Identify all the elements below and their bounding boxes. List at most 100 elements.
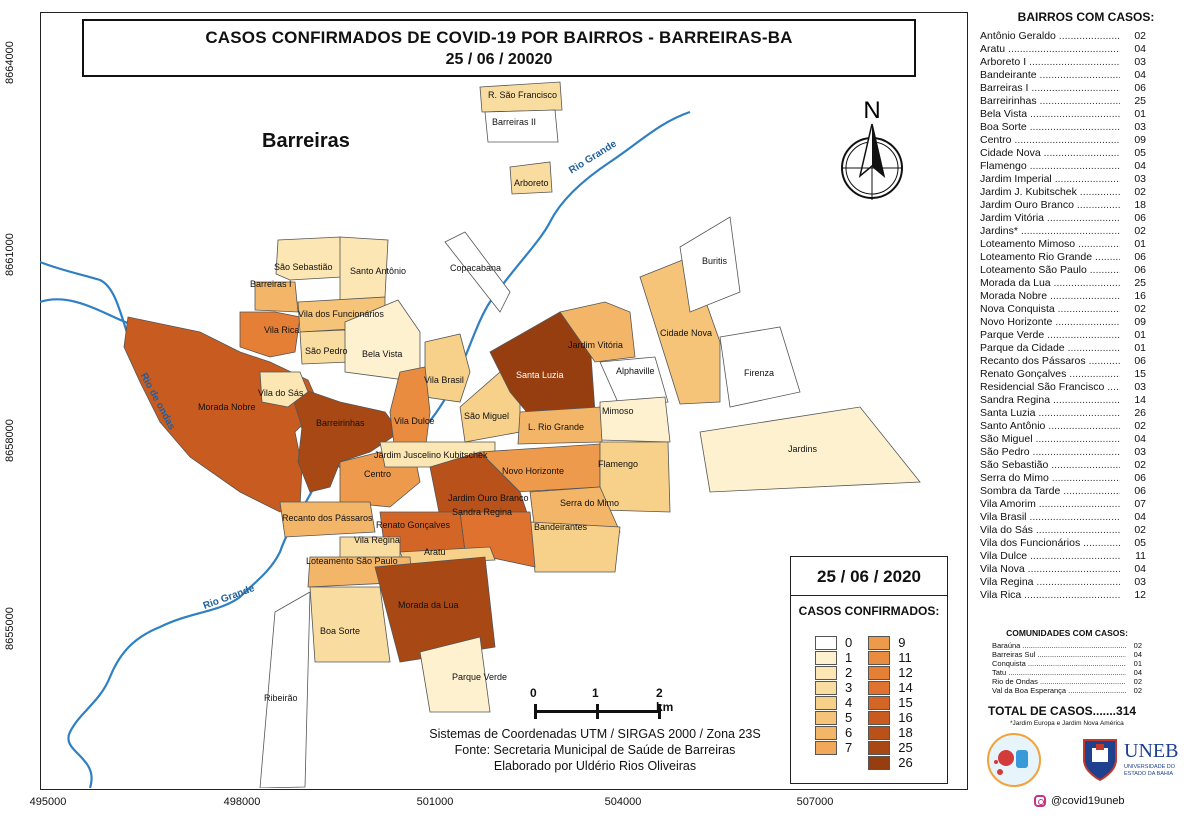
sidebar-list-item: Vila Nova 04: [980, 563, 1192, 576]
legend-item: 1: [815, 650, 852, 665]
label-novo-horizonte: Novo Horizonte: [502, 466, 565, 476]
label-santo-antonio: Santo Antônio: [350, 266, 407, 276]
sidebar-list-item: Antônio Geraldo 02: [980, 30, 1192, 43]
sidebar-item-value: 02: [1134, 420, 1146, 432]
sidebar-item-name: Antônio Geraldo: [980, 30, 1120, 43]
sidebar-item-value: 15: [1134, 368, 1146, 380]
legend-item: 4: [815, 695, 852, 710]
sidebar-list-item: Loteamento Mimoso 01: [980, 238, 1192, 251]
sidebar-item-value: 09: [1134, 134, 1146, 146]
sidebar-item-name: São Pedro: [980, 446, 1120, 459]
sidebar-item-name: Jardim Vitória: [980, 212, 1120, 225]
area-alphaville: [599, 356, 669, 408]
legend-date: 25 / 06 / 2020: [791, 557, 947, 596]
sidebar-item-name: Jardim J. Kubitschek: [980, 186, 1120, 199]
legend-col-1: 0 1 2 3 4 5 6 7: [815, 635, 852, 770]
scale-bar: 0 1 2 km: [530, 686, 673, 726]
x-tick-507000: 507000: [796, 796, 834, 808]
sidebar-item-name: Renato Gonçalves: [980, 368, 1120, 381]
community-value: 02: [1133, 641, 1142, 650]
label-sao-pedro: São Pedro: [305, 346, 348, 356]
sidebar-item-name: Sandra Regina: [980, 394, 1120, 407]
sidebar-item-value: 04: [1134, 69, 1146, 81]
sidebar-list-item: Jardins* 02: [980, 225, 1192, 238]
sidebar-item-name: Vila dos Funcionários: [980, 537, 1120, 550]
area-vila-rica: [239, 311, 301, 358]
sidebar-list-item: Boa Sorte 03: [980, 121, 1192, 134]
community-list-item: Conquista 01: [992, 659, 1142, 668]
sidebar-list-item: São Pedro 03: [980, 446, 1192, 459]
legend-swatch: [868, 725, 891, 740]
legend-swatch: [815, 740, 837, 755]
y-tick-8661000: 8661000: [4, 233, 16, 276]
sidebar-item-value: 11: [1135, 550, 1146, 562]
area-jardins: [699, 406, 921, 493]
legend-swatch: [815, 635, 837, 650]
sidebar-item-value: 04: [1134, 563, 1146, 575]
sidebar-item-name: Sombra da Tarde: [980, 485, 1120, 498]
sidebar-list-item: Jardim Vitória 06: [980, 212, 1192, 225]
instagram-handle[interactable]: @covid19uneb: [1034, 795, 1125, 807]
sidebar-item-name: Loteamento Mimoso: [980, 238, 1120, 251]
credit-coords: Sistemas de Coordenadas UTM / SIRGAS 200…: [429, 727, 761, 741]
sidebar-item-name: Loteamento Rio Grande: [980, 251, 1120, 264]
label-mimoso: Mimoso: [602, 406, 634, 416]
sidebar-item-value: 04: [1134, 160, 1146, 172]
sidebar-list-item: Sandra Regina 14: [980, 394, 1192, 407]
sidebar-item-name: Morada da Lua: [980, 277, 1120, 290]
sidebar-item-value: 02: [1134, 303, 1146, 315]
sidebar-list-item: Vila Rica 12: [980, 589, 1192, 602]
sidebar-item-value: 02: [1134, 30, 1146, 42]
sidebar-item-name: Vila Regina: [980, 576, 1120, 589]
y-tick-8664000: 8664000: [4, 41, 16, 84]
area-jardim-vitoria: [559, 301, 636, 363]
community-value: 02: [1133, 677, 1142, 686]
area-parque-verde: [419, 636, 491, 713]
north-label: N: [863, 97, 880, 124]
legend-swatch: [815, 710, 837, 725]
sidebar-list-item: Barreiras I 06: [980, 82, 1192, 95]
sidebar-list-item: Jardim Ouro Branco 18: [980, 199, 1192, 212]
sidebar-item-value: 02: [1134, 225, 1146, 237]
label-alphaville: Alphaville: [616, 366, 655, 376]
label-vila-brasil: Vila Brasil: [424, 375, 464, 385]
sidebar-list-item: Jardim J. Kubitschek 02: [980, 186, 1192, 199]
community-list-item: Baraúna 02: [992, 641, 1142, 650]
sidebar-item-value: 03: [1134, 121, 1146, 133]
label-renato-goncalves: Renato Gonçalves: [376, 520, 451, 530]
area-vila-do-sas: [259, 371, 309, 408]
sidebar-item-name: Serra do Mimo: [980, 472, 1120, 485]
city-label: Barreiras: [262, 130, 350, 152]
sidebar-item-value: 01: [1134, 342, 1146, 354]
total-cases: TOTAL DE CASOS.......314: [988, 704, 1137, 718]
area-serra-do-mimo: [529, 486, 621, 533]
label-morada-nobre: Morada Nobre: [198, 402, 256, 412]
sidebar-list-item: Recanto dos Pássaros 06: [980, 355, 1192, 368]
legend-swatch: [815, 680, 837, 695]
sidebar-list-item: Centro 09: [980, 134, 1192, 147]
y-tick-8658000: 8658000: [4, 419, 16, 462]
sidebar-item-value: 02: [1134, 459, 1146, 471]
instagram-text: @covid19uneb: [1051, 795, 1125, 807]
sidebar-item-name: Santo Antônio: [980, 420, 1120, 433]
sidebar-item-value: 04: [1134, 511, 1146, 523]
scale-label-0: 0: [530, 686, 537, 700]
legend-item: 6: [815, 725, 852, 740]
label-aratu: Aratu: [424, 547, 446, 557]
sidebar-list-item: Loteamento Rio Grande 06: [980, 251, 1192, 264]
label-jardim-vitoria: Jardim Vitória: [568, 340, 623, 350]
label-firenza: Firenza: [744, 368, 775, 378]
sidebar-item-name: Bela Vista: [980, 108, 1120, 121]
sidebar-heading: BAIRROS COM CASOS:: [1017, 10, 1155, 24]
legend-item: 3: [815, 680, 852, 695]
sidebar-item-value: 03: [1134, 446, 1146, 458]
community-name: Baraúna: [992, 641, 1126, 650]
community-name: Tatu: [992, 668, 1126, 677]
sidebar-item-name: Parque da Cidade: [980, 342, 1120, 355]
legend-item: 12: [868, 665, 913, 680]
north-arrow-icon: N: [841, 97, 903, 200]
area-buritis: [679, 216, 741, 313]
sidebar-list-item: Sombra da Tarde 06: [980, 485, 1192, 498]
sidebar-item-name: São Miguel: [980, 433, 1120, 446]
legend-swatch: [868, 665, 891, 680]
